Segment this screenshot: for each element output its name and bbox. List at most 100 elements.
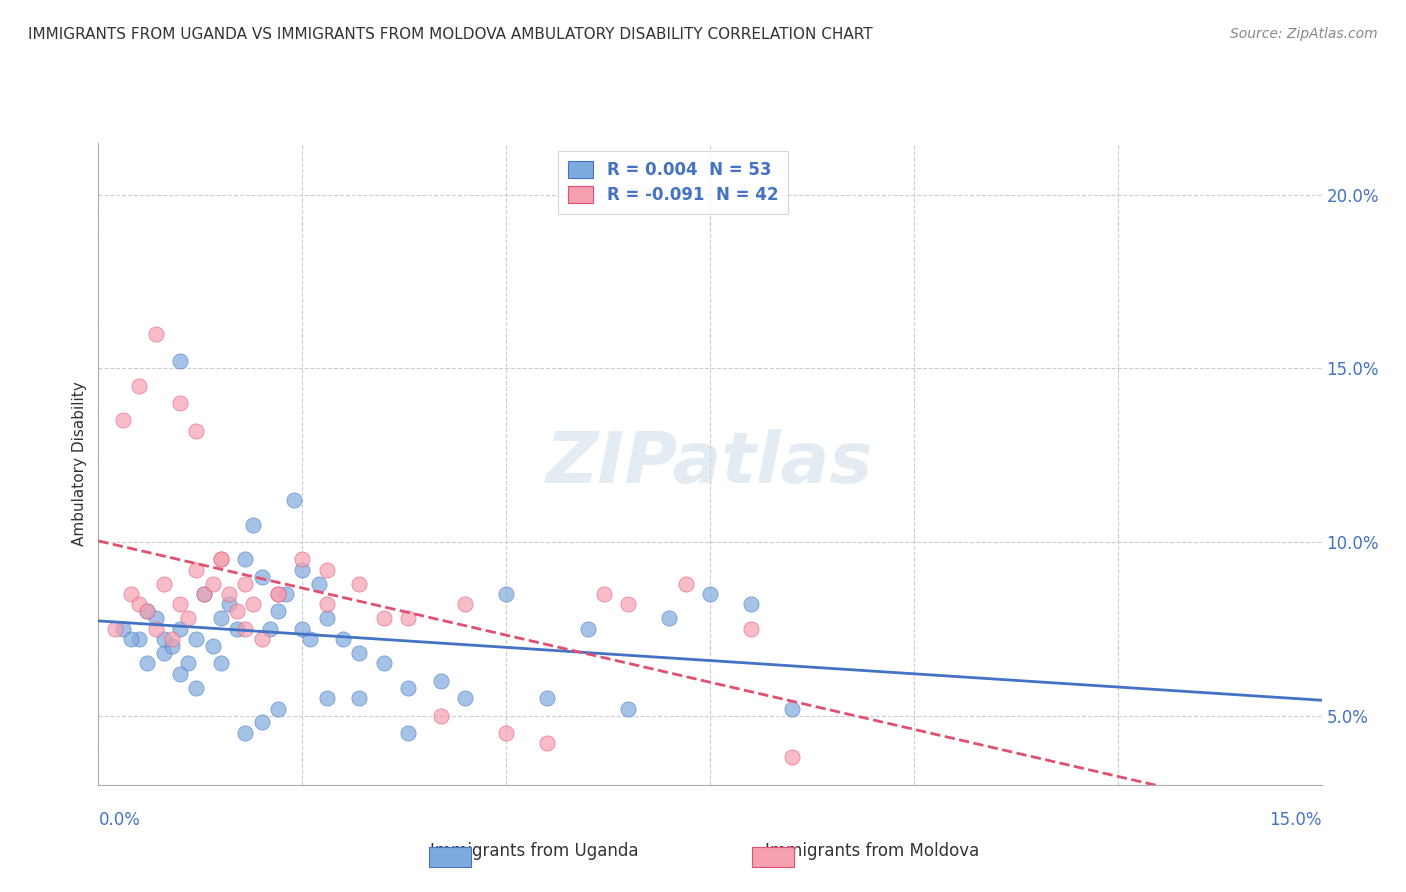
- Point: [233, 726, 256, 740]
- Point: [169, 598, 191, 612]
- Point: [186, 632, 208, 647]
- Point: [373, 657, 395, 671]
- Point: [315, 611, 337, 625]
- Point: [740, 622, 762, 636]
- Point: [128, 632, 150, 647]
- Point: [169, 396, 191, 410]
- Point: [299, 632, 322, 647]
- Point: [396, 611, 419, 625]
- Point: [111, 413, 134, 427]
- Point: [128, 378, 150, 392]
- Point: [349, 646, 371, 660]
- Point: [373, 611, 395, 625]
- Text: Immigrants from Uganda: Immigrants from Uganda: [430, 842, 638, 860]
- Point: [495, 587, 517, 601]
- Point: [152, 646, 174, 660]
- Point: [209, 657, 232, 671]
- Point: [291, 563, 314, 577]
- Point: [267, 604, 290, 618]
- Point: [193, 587, 215, 601]
- Point: [267, 587, 290, 601]
- Point: [233, 576, 256, 591]
- Point: [226, 604, 249, 618]
- Point: [259, 622, 281, 636]
- Point: [536, 691, 558, 706]
- Point: [177, 611, 200, 625]
- Point: [128, 598, 150, 612]
- Point: [267, 587, 290, 601]
- Text: Immigrants from Moldova: Immigrants from Moldova: [765, 842, 979, 860]
- Point: [226, 622, 249, 636]
- Point: [250, 715, 273, 730]
- Point: [250, 632, 273, 647]
- Point: [617, 598, 640, 612]
- Point: [160, 639, 183, 653]
- Point: [291, 622, 314, 636]
- Point: [104, 622, 127, 636]
- Point: [145, 611, 167, 625]
- Point: [120, 632, 142, 647]
- Point: [177, 657, 200, 671]
- Y-axis label: Ambulatory Disability: Ambulatory Disability: [72, 382, 87, 546]
- Point: [617, 701, 640, 715]
- Point: [145, 622, 167, 636]
- Point: [740, 598, 762, 612]
- Text: 0.0%: 0.0%: [98, 811, 141, 829]
- Point: [152, 576, 174, 591]
- Point: [218, 587, 240, 601]
- Text: IMMIGRANTS FROM UGANDA VS IMMIGRANTS FROM MOLDOVA AMBULATORY DISABILITY CORRELAT: IMMIGRANTS FROM UGANDA VS IMMIGRANTS FRO…: [28, 27, 873, 42]
- Text: 15.0%: 15.0%: [1270, 811, 1322, 829]
- Legend: R = 0.004  N = 53, R = -0.091  N = 42: R = 0.004 N = 53, R = -0.091 N = 42: [558, 151, 789, 214]
- Text: Source: ZipAtlas.com: Source: ZipAtlas.com: [1230, 27, 1378, 41]
- Point: [283, 493, 305, 508]
- Point: [495, 726, 517, 740]
- Point: [658, 611, 681, 625]
- Point: [145, 326, 167, 341]
- Point: [396, 681, 419, 695]
- Point: [430, 673, 453, 688]
- Point: [349, 691, 371, 706]
- Point: [169, 666, 191, 681]
- Point: [209, 611, 232, 625]
- Point: [201, 639, 224, 653]
- Point: [454, 691, 477, 706]
- Point: [536, 736, 558, 750]
- Point: [349, 576, 371, 591]
- Point: [315, 691, 337, 706]
- Point: [111, 622, 134, 636]
- Point: [274, 587, 297, 601]
- Point: [576, 622, 599, 636]
- Point: [136, 657, 159, 671]
- Point: [315, 598, 337, 612]
- Point: [218, 598, 240, 612]
- Point: [332, 632, 354, 647]
- Point: [396, 726, 419, 740]
- Point: [193, 587, 215, 601]
- Point: [233, 622, 256, 636]
- Point: [136, 604, 159, 618]
- Point: [169, 354, 191, 368]
- Point: [780, 701, 803, 715]
- Point: [699, 587, 721, 601]
- Point: [169, 622, 191, 636]
- Text: ZIPatlas: ZIPatlas: [547, 429, 873, 499]
- Point: [186, 681, 208, 695]
- Point: [201, 576, 224, 591]
- Point: [233, 552, 256, 566]
- Point: [186, 563, 208, 577]
- Point: [160, 632, 183, 647]
- Point: [186, 424, 208, 438]
- Point: [242, 517, 264, 532]
- Point: [242, 598, 264, 612]
- Point: [315, 563, 337, 577]
- Point: [250, 569, 273, 583]
- Point: [780, 750, 803, 764]
- Point: [291, 552, 314, 566]
- Point: [209, 552, 232, 566]
- Point: [120, 587, 142, 601]
- Point: [454, 598, 477, 612]
- Point: [430, 708, 453, 723]
- Point: [593, 587, 616, 601]
- Point: [267, 701, 290, 715]
- Point: [675, 576, 697, 591]
